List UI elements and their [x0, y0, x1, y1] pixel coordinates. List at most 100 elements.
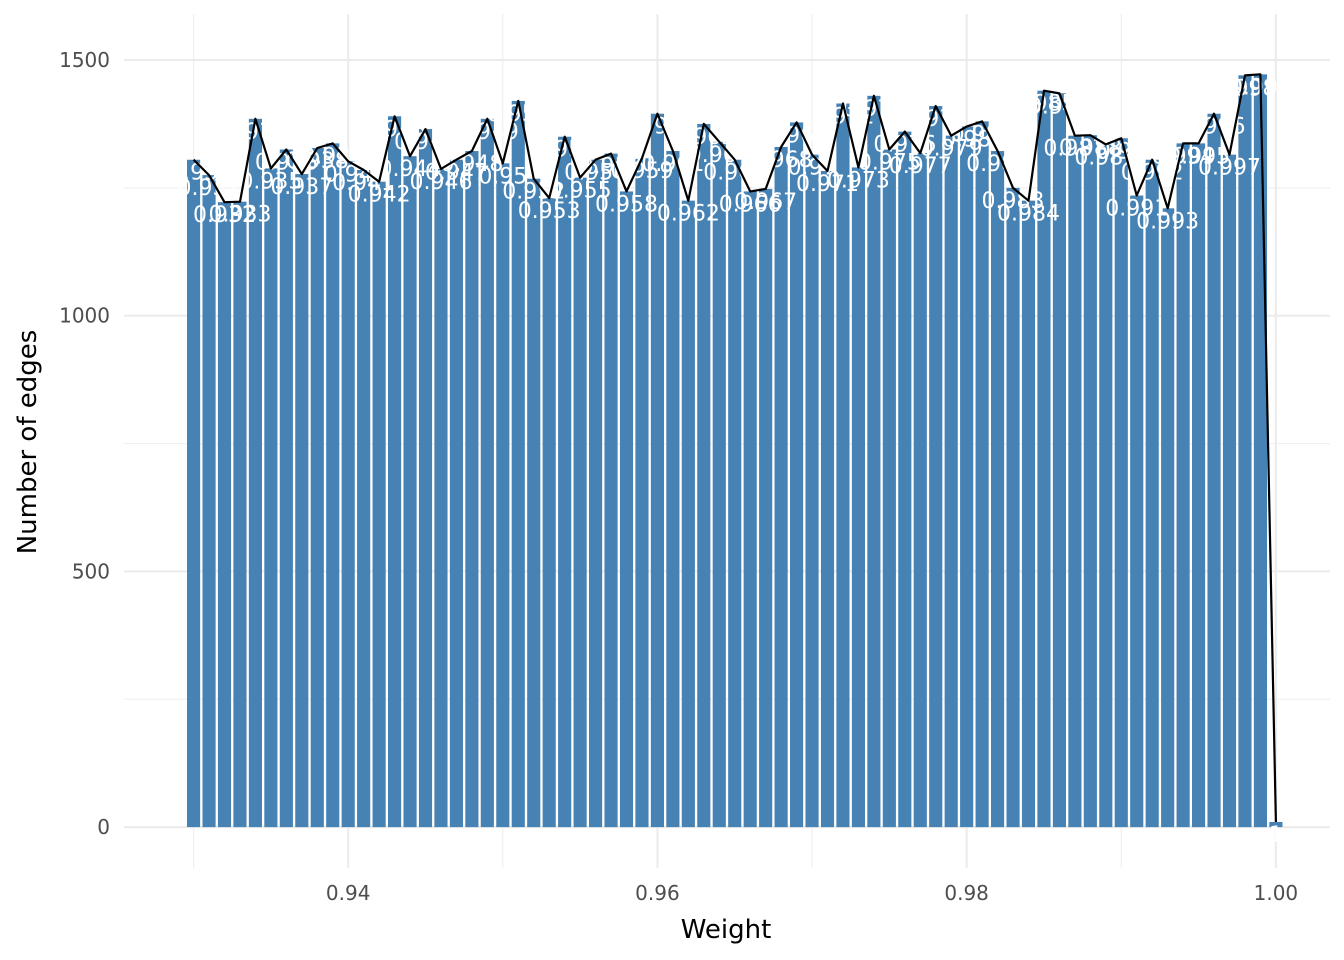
bar — [604, 153, 618, 828]
data-label: 0.968 — [750, 148, 813, 173]
bar — [1192, 143, 1206, 828]
y-tick-label: 0 — [97, 815, 110, 839]
bar — [944, 135, 958, 828]
bar — [882, 149, 896, 828]
bar — [1207, 113, 1221, 828]
bar — [326, 143, 340, 828]
bar — [248, 118, 262, 828]
y-tick-label: 1500 — [59, 48, 110, 72]
bar — [774, 146, 788, 828]
data-label: 0.948 — [440, 152, 503, 177]
data-label: 0.952 — [502, 180, 565, 205]
bar — [712, 141, 726, 828]
bars-layer — [187, 74, 1283, 828]
bar — [1238, 75, 1252, 828]
data-label: 0.942 — [348, 183, 411, 208]
bar — [960, 126, 974, 828]
grid-lines — [124, 14, 1330, 868]
x-tick-label: 0.94 — [326, 881, 371, 905]
bar — [1037, 90, 1051, 828]
data-label: 0.941 — [332, 171, 395, 196]
bar — [480, 118, 494, 828]
bar — [496, 163, 510, 828]
bar — [1161, 208, 1175, 828]
bar — [1253, 74, 1267, 828]
bar — [929, 106, 943, 828]
y-tick-label: 500 — [72, 559, 110, 583]
bar — [805, 154, 819, 828]
data-label: 0.962 — [657, 202, 720, 227]
data-label: 0.932 — [193, 203, 256, 228]
bar — [975, 121, 989, 828]
bar — [728, 159, 742, 828]
data-label: 0.979 — [920, 137, 983, 162]
bar — [233, 201, 247, 828]
x-tick-label: 0.96 — [635, 881, 680, 905]
bar — [1021, 200, 1036, 828]
bar — [341, 161, 355, 828]
bar — [913, 153, 927, 828]
data-label: 0.982 — [966, 152, 1029, 177]
bar — [666, 151, 680, 828]
bar — [898, 131, 912, 828]
bar — [1006, 187, 1020, 828]
bar — [1099, 144, 1113, 828]
bar — [542, 198, 556, 828]
data-label: 0.977 — [889, 154, 952, 179]
bar — [836, 103, 850, 828]
data-label: 0.978 — [904, 107, 967, 132]
data-label: 0.973 — [827, 168, 890, 193]
bar — [403, 156, 417, 828]
bar — [279, 149, 293, 828]
bar — [527, 178, 541, 828]
data-label: 0.997 — [1198, 156, 1261, 181]
bar — [1176, 143, 1190, 828]
data-label: 0.946 — [409, 170, 472, 195]
data-label: 0.987 — [1043, 137, 1106, 162]
data-label: 0.965 — [703, 161, 766, 186]
data-label: 0.935 — [239, 169, 302, 194]
data-label: 0.95 — [478, 164, 527, 189]
data-label: 0.954 — [533, 138, 596, 163]
data-label: 0.94 — [324, 162, 373, 187]
bar — [202, 175, 216, 828]
bar — [790, 122, 804, 828]
y-axis-ticks: 0 500 1000 1500 — [59, 48, 110, 839]
bar — [743, 191, 757, 828]
bar — [434, 168, 448, 828]
data-label: 0.975 — [858, 151, 921, 176]
data-label: 0.971 — [796, 172, 859, 197]
bar — [264, 168, 278, 828]
bar — [1269, 821, 1283, 828]
data-label: 0.969 — [765, 123, 828, 148]
bar — [558, 136, 572, 828]
bar — [851, 167, 865, 828]
data-label: 0.93 — [169, 161, 218, 186]
bar — [820, 170, 835, 828]
data-label: 0.958 — [595, 192, 658, 217]
bar — [1130, 195, 1144, 828]
x-axis-title: Weight — [681, 915, 772, 945]
bar — [650, 113, 664, 828]
bar — [217, 202, 232, 828]
data-labels-layer: 0.930.9310.9320.9330.9340.9350.9360.9370… — [169, 75, 1292, 848]
data-label: 0.955 — [549, 179, 612, 204]
bar — [1222, 154, 1237, 828]
bar — [573, 177, 587, 828]
bar — [1114, 138, 1128, 828]
data-label: 0.993 — [1136, 209, 1199, 234]
bar — [465, 151, 479, 828]
bar — [1083, 135, 1097, 828]
data-label: 0.981 — [951, 122, 1014, 147]
bar — [357, 169, 371, 828]
data-label: 0.953 — [518, 199, 581, 224]
bar — [187, 159, 201, 828]
data-label: 0.947 — [425, 161, 488, 186]
data-label: 0.966 — [719, 192, 782, 217]
data-label: 0.986 — [1028, 94, 1091, 119]
data-label: 0.972 — [811, 104, 874, 129]
bar — [1145, 159, 1159, 828]
data-label: 0.944 — [379, 157, 442, 182]
data-label: 0.937 — [270, 175, 333, 200]
